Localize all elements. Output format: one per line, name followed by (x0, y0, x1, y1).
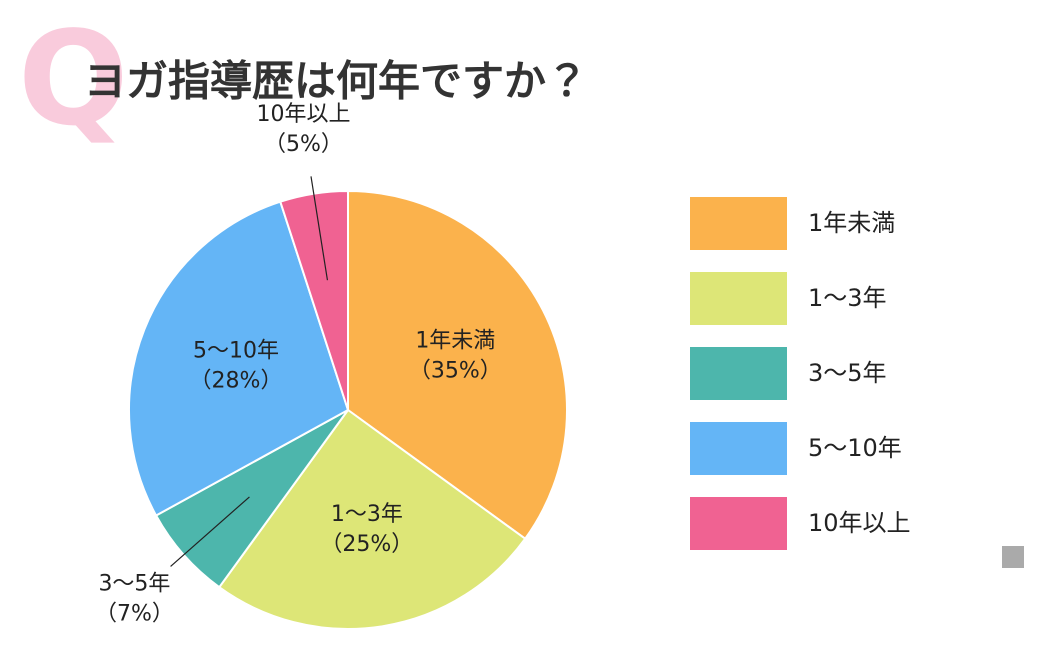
legend-swatch (690, 197, 787, 250)
legend-label: 10年以上 (808, 509, 911, 537)
legend-swatch (690, 272, 787, 325)
legend-swatch (690, 422, 787, 475)
leader-line (170, 496, 250, 567)
slice-label: 1〜3年 (331, 502, 403, 527)
slice-label: 3〜5年 (98, 571, 170, 596)
chart-title: ヨガ指導歴は何年ですか？ (84, 57, 588, 106)
legend-label: 3〜5年 (808, 359, 887, 387)
q-badge: Q (18, 3, 129, 155)
legend-swatch (690, 347, 787, 400)
decoration (1002, 546, 1024, 568)
slice-value-label: （25%） (320, 532, 413, 557)
slice-value-label: （28%） (190, 369, 283, 394)
slice-label: 10年以上 (256, 102, 350, 127)
slice-value-label: （35%） (409, 358, 502, 383)
pie-slice (128, 200, 350, 517)
slice-value-label: （5%） (264, 132, 343, 157)
slice-value-label: （7%） (95, 601, 174, 626)
slice-label: 5〜10年 (193, 339, 279, 364)
pie-slice (347, 189, 568, 541)
legend-label: 1年未満 (808, 209, 895, 237)
pie-slice (217, 408, 527, 630)
legend-swatch (690, 497, 787, 550)
legend-label: 5〜10年 (808, 434, 902, 462)
slice-label: 1年未満 (415, 328, 495, 353)
legend-label: 1〜3年 (808, 284, 887, 312)
leader-line (310, 176, 329, 281)
